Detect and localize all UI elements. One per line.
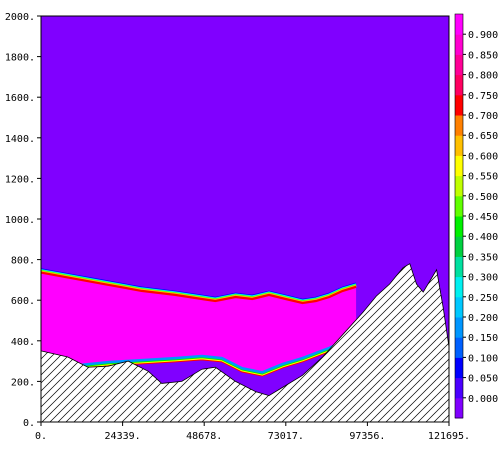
y-tick-label: 200.: [11, 377, 35, 388]
colorbar-swatch: [455, 155, 463, 177]
colorbar-label: 0.050: [468, 374, 498, 385]
x-tick-label: 0.: [35, 431, 47, 442]
colorbar-swatch: [455, 74, 463, 96]
colorbar-label: 0.250: [468, 293, 498, 304]
colorbar-label: 0.850: [468, 50, 498, 61]
colorbar-label: 0.450: [468, 212, 498, 223]
colorbar-label: 0.750: [468, 91, 498, 102]
colorbar-label: 0.350: [468, 252, 498, 263]
colorbar-swatch: [455, 195, 463, 217]
colorbar-swatch: [455, 216, 463, 237]
colorbar-swatch: [455, 357, 463, 379]
upper-transition-band: [40, 271, 357, 305]
colorbar-swatch: [455, 236, 463, 257]
colorbar-swatch: [455, 276, 463, 298]
y-tick-label: 2000.: [5, 12, 35, 23]
colorbar-swatch: [455, 337, 463, 358]
y-tick-label: 1000.: [5, 215, 35, 226]
x-tick-label: 73017.: [268, 431, 304, 442]
colorbar-swatch: [455, 34, 463, 55]
bottom-topography: [40, 263, 450, 423]
colorbar-swatch: [455, 115, 463, 136]
colorbar-swatch: [455, 54, 463, 76]
y-tick-label: 1600.: [5, 93, 35, 104]
colorbar-swatch: [455, 94, 463, 116]
colorbar-label: 0.100: [468, 353, 498, 364]
colorbar-swatch: [455, 377, 463, 399]
colorbar-label: 0.700: [468, 111, 498, 122]
colorbar-swatch: [455, 296, 463, 318]
colorbar-label: 0.600: [468, 151, 498, 162]
y-tick-label: 1400.: [5, 134, 35, 145]
y-tick-label: 600.: [11, 296, 35, 307]
colorbar-label: 0.150: [468, 333, 498, 344]
x-tick-label: 97356.: [349, 431, 385, 442]
y-tick-label: 800.: [11, 256, 35, 267]
colorbar-label: 0.800: [468, 71, 498, 82]
colorbar-swatch: [455, 317, 463, 338]
colorbar-swatch: [455, 397, 463, 419]
lower-transition-band: [67, 334, 357, 374]
y-tick-label: 0.: [23, 418, 35, 429]
colorbar-label: 0.650: [468, 131, 498, 142]
colorbar-label: 0.900: [468, 30, 498, 41]
x-tick-label: 24339.: [105, 431, 141, 442]
colorbar-swatch: [455, 14, 463, 35]
colorbar-swatch: [455, 135, 463, 156]
colorbar-label: 0.550: [468, 172, 498, 183]
colorbar: 0.000 0.050 0.100 0.150 0.200 0.250 0.300 0.350…: [454, 13, 498, 419]
x-tick-label: 48678.: [186, 431, 222, 442]
colorbar-label: 0.500: [468, 192, 498, 203]
plot-area: [40, 15, 450, 423]
x-tick-label: 121695.: [428, 431, 470, 442]
colorbar-label: 0.000: [468, 394, 498, 405]
colorbar-label: 0.300: [468, 273, 498, 284]
axes: 0. 200. 400. 600. 800. 1000. 1200. 1400. 1600. 18…: [5, 12, 470, 442]
y-tick-label: 1200.: [5, 174, 35, 185]
colorbar-label: 0.400: [468, 232, 498, 243]
y-tick-label: 1800.: [5, 53, 35, 64]
colorbar-swatch: [455, 256, 463, 278]
colorbar-swatch: [455, 175, 463, 197]
y-tick-label: 400.: [11, 337, 35, 348]
colorbar-label: 0.200: [468, 313, 498, 324]
